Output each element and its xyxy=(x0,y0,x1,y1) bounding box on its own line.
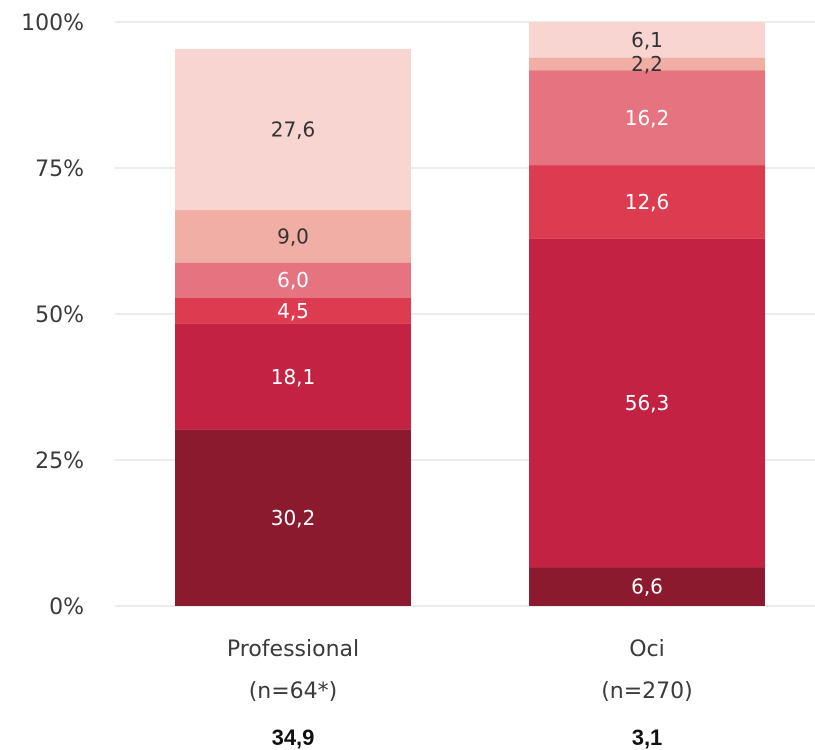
segment-label-0-2: 4,5 xyxy=(277,299,309,323)
segment-label-0-1: 18,1 xyxy=(271,365,316,389)
y-tick-75: 75% xyxy=(35,157,84,182)
segment-label-1-5: 6,1 xyxy=(631,28,663,52)
bar-segment-1-1 xyxy=(529,238,765,568)
bar-segment-0-0 xyxy=(175,429,411,606)
axis-layer: 0% 25% 50% 75% 100% Professional (n=64*) 34,9 Oc… xyxy=(21,11,693,750)
y-tick-25: 25% xyxy=(35,449,84,474)
y-tick-50: 50% xyxy=(35,303,84,328)
segment-label-1-2: 12,6 xyxy=(625,190,670,214)
bar-segment-1-4 xyxy=(529,57,765,71)
category-label-0: Professional xyxy=(227,637,359,662)
bar-segment-1-5 xyxy=(529,22,765,58)
bar-segment-1-0 xyxy=(529,567,765,606)
category-summary-1: 3,1 xyxy=(632,725,663,750)
bars-layer xyxy=(175,22,765,606)
bar-segment-1-2 xyxy=(529,165,765,239)
segment-label-1-1: 56,3 xyxy=(625,391,670,415)
category-sublabel-0: (n=64*) xyxy=(249,679,338,704)
bar-segment-0-2 xyxy=(175,297,411,324)
y-tick-0: 0% xyxy=(49,595,84,620)
segment-label-1-4: 2,2 xyxy=(631,52,663,76)
y-tick-100: 100% xyxy=(21,11,84,36)
bar-segment-1-3 xyxy=(529,70,765,166)
category-sublabel-1: (n=270) xyxy=(601,679,693,704)
segment-label-0-5: 27,6 xyxy=(271,117,316,141)
segment-label-0-4: 9,0 xyxy=(277,224,309,248)
segment-label-1-3: 16,2 xyxy=(625,106,670,130)
labels-layer: 30,2 18,1 4,5 6,0 9,0 27,6 6,6 56,3 12,6 16,2 2,26… xyxy=(271,28,670,599)
segment-label-0-0: 30,2 xyxy=(271,506,316,530)
segment-label-1-0: 6,6 xyxy=(631,575,663,599)
category-label-1: Oci xyxy=(629,637,665,662)
bar-segment-0-1 xyxy=(175,323,411,430)
bar-segment-0-4 xyxy=(175,210,411,263)
bar-segment-0-3 xyxy=(175,262,411,298)
segment-label-0-3: 6,0 xyxy=(277,268,309,292)
bar-segment-0-5 xyxy=(175,48,411,211)
category-summary-0: 34,9 xyxy=(272,725,315,750)
